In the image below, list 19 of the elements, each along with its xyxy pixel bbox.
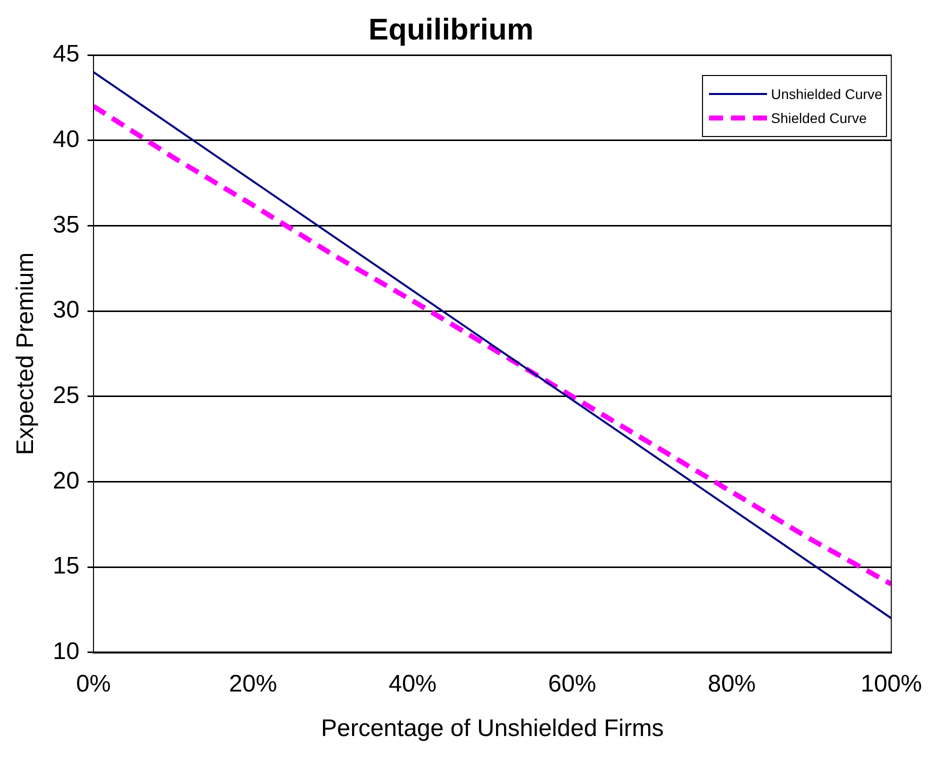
y-tick-label: 25 [52, 382, 80, 409]
x-tick-label: 60% [548, 670, 596, 698]
x-tick-label: 40% [388, 670, 437, 698]
y-tick-label: 45 [52, 40, 80, 68]
y-tick-label: 30 [52, 296, 80, 324]
x-axis-title: Percentage of Unshielded Firms [320, 715, 664, 742]
y-tick-label: 35 [52, 211, 80, 238]
x-tick-label: 0% [76, 670, 111, 698]
y-axis-title: Expected Premium [12, 252, 40, 456]
y-tick-label: 15 [52, 552, 80, 580]
x-tick-label: 100% [860, 670, 922, 698]
legend-label: Unshielded Curve [771, 86, 882, 102]
y-tick-label: 40 [52, 126, 80, 153]
legend-label: Shielded Curve [771, 110, 867, 126]
x-tick-label: 20% [229, 670, 278, 698]
chart-title: Equilibrium [368, 13, 534, 46]
y-tick-label: 10 [52, 638, 80, 666]
x-tick-label: 80% [708, 670, 756, 698]
y-tick-label: 20 [52, 467, 80, 494]
